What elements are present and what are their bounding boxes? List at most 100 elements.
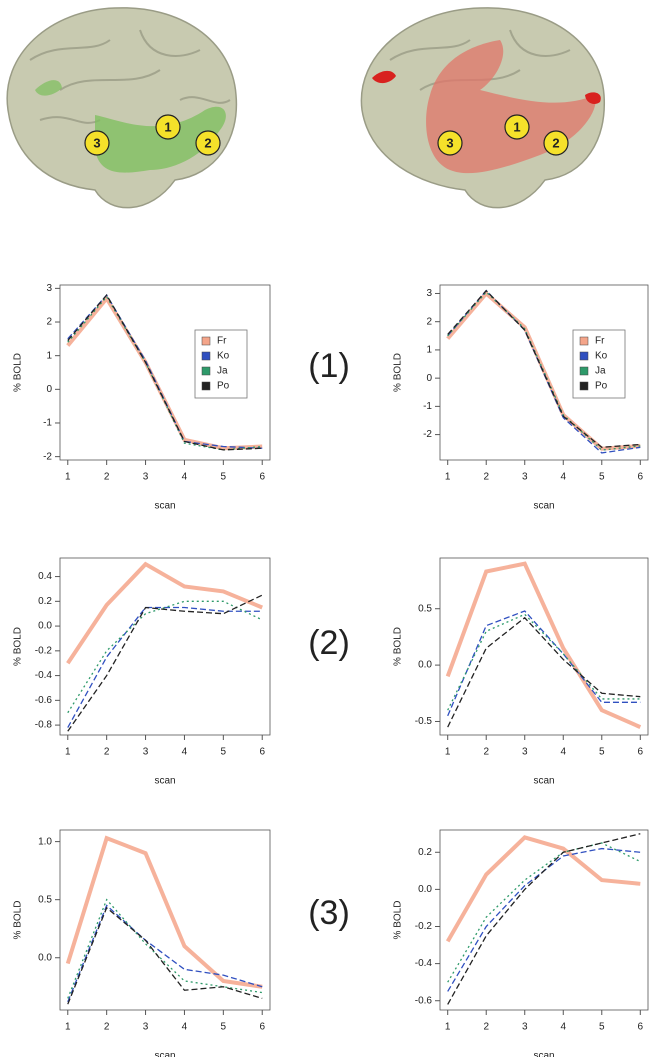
- x-tick-label: 1: [65, 1022, 71, 1033]
- legend-label: Po: [217, 381, 230, 392]
- legend-swatch: [579, 336, 589, 346]
- series-line: [65, 835, 263, 989]
- legend-swatch: [579, 381, 589, 391]
- y-axis-label: % BOLD: [393, 901, 404, 940]
- region-marker: [437, 130, 463, 156]
- x-axis-label: scan: [154, 1051, 175, 1057]
- legend-swatch: [201, 336, 211, 346]
- legend-label: Po: [595, 381, 608, 392]
- y-axis-label: % BOLD: [13, 627, 24, 666]
- region-marker: [543, 130, 569, 156]
- plot-frame: [439, 557, 649, 736]
- series-line: [447, 833, 641, 1005]
- region-marker-label: 3: [446, 135, 453, 150]
- series-line: [67, 600, 263, 714]
- x-tick-label: 1: [445, 1022, 451, 1033]
- y-axis-label: % BOLD: [393, 353, 404, 392]
- legend-label: Ja: [595, 366, 606, 377]
- x-tick-label: 6: [259, 472, 265, 483]
- series-line: [67, 594, 263, 732]
- row-label: (1): [308, 347, 350, 385]
- brain-left: [6, 7, 238, 209]
- x-tick-label: 2: [104, 1022, 110, 1033]
- x-axis-label: scan: [533, 776, 554, 787]
- y-tick-label: 0.0: [418, 660, 432, 671]
- x-tick-label: 5: [221, 472, 227, 483]
- region-marker: [504, 114, 530, 140]
- x-tick-label: 2: [483, 472, 489, 483]
- x-tick-label: 5: [599, 472, 605, 483]
- x-axis-label: scan: [533, 1051, 554, 1057]
- series-line: [66, 561, 263, 665]
- plot-frame: [59, 829, 271, 1011]
- legend-swatch: [201, 366, 211, 376]
- row-label: (3): [308, 894, 350, 932]
- y-tick-label: 0.0: [38, 621, 52, 632]
- series-line: [67, 906, 263, 1005]
- x-tick-label: 2: [104, 747, 110, 758]
- y-tick-label: -2: [423, 429, 432, 440]
- plot-frame: [439, 829, 649, 1011]
- y-tick-label: -0.4: [35, 670, 53, 681]
- x-tick-label: 5: [221, 747, 227, 758]
- row-label: (2): [308, 624, 350, 662]
- y-tick-label: -2: [43, 451, 52, 462]
- y-tick-label: -0.5: [415, 716, 433, 727]
- region-marker: [84, 130, 110, 156]
- y-axis-label: % BOLD: [13, 901, 24, 940]
- x-tick-label: 5: [599, 1022, 605, 1033]
- x-tick-label: 3: [522, 472, 528, 483]
- y-tick-label: 1: [46, 350, 52, 361]
- x-tick-label: 2: [483, 1022, 489, 1033]
- legend-label: Fr: [217, 336, 227, 347]
- plot-frame: [439, 284, 649, 461]
- region-marker-label: 2: [552, 135, 559, 150]
- x-tick-label: 6: [638, 1022, 644, 1033]
- x-axis-label: scan: [154, 776, 175, 787]
- x-tick-label: 4: [182, 472, 188, 483]
- region-marker: [155, 114, 181, 140]
- y-tick-label: 0: [426, 373, 432, 384]
- y-tick-label: -0.2: [35, 645, 53, 656]
- region-marker: [195, 130, 221, 156]
- x-tick-label: 1: [445, 747, 451, 758]
- y-tick-label: 2: [46, 317, 52, 328]
- y-axis-label: % BOLD: [393, 627, 404, 666]
- x-axis-label: scan: [154, 501, 175, 512]
- series-line: [447, 616, 641, 728]
- y-tick-label: 1: [426, 345, 432, 356]
- legend-label: Fr: [595, 336, 605, 347]
- y-tick-label: -0.4: [415, 958, 433, 969]
- x-tick-label: 2: [104, 472, 110, 483]
- x-tick-label: 6: [259, 747, 265, 758]
- series-line: [447, 613, 641, 711]
- y-axis-label: % BOLD: [13, 353, 24, 392]
- y-tick-label: -0.8: [35, 720, 53, 731]
- y-tick-label: -0.6: [415, 995, 433, 1006]
- y-tick-label: 0.2: [38, 596, 52, 607]
- legend-swatch: [201, 351, 211, 361]
- y-tick-label: -1: [43, 418, 52, 429]
- y-tick-label: -1: [423, 401, 432, 412]
- legend-label: Ko: [217, 351, 230, 362]
- series-line: [445, 561, 642, 729]
- brain-right: [360, 7, 605, 209]
- x-tick-label: 3: [143, 1022, 149, 1033]
- y-tick-label: -0.2: [415, 921, 433, 932]
- x-tick-label: 2: [483, 747, 489, 758]
- x-axis-label: scan: [533, 501, 554, 512]
- y-tick-label: 0.5: [38, 894, 52, 905]
- series-line: [447, 289, 641, 448]
- x-tick-label: 5: [221, 1022, 227, 1033]
- region-marker-label: 1: [164, 119, 171, 134]
- series-line: [445, 835, 641, 943]
- x-tick-label: 6: [638, 472, 644, 483]
- legend-label: Ko: [595, 351, 608, 362]
- region-marker-label: 2: [204, 135, 211, 150]
- series-line: [447, 610, 641, 717]
- x-tick-label: 3: [522, 1022, 528, 1033]
- y-tick-label: 2: [426, 316, 432, 327]
- series-line: [447, 842, 641, 983]
- x-tick-label: 3: [143, 472, 149, 483]
